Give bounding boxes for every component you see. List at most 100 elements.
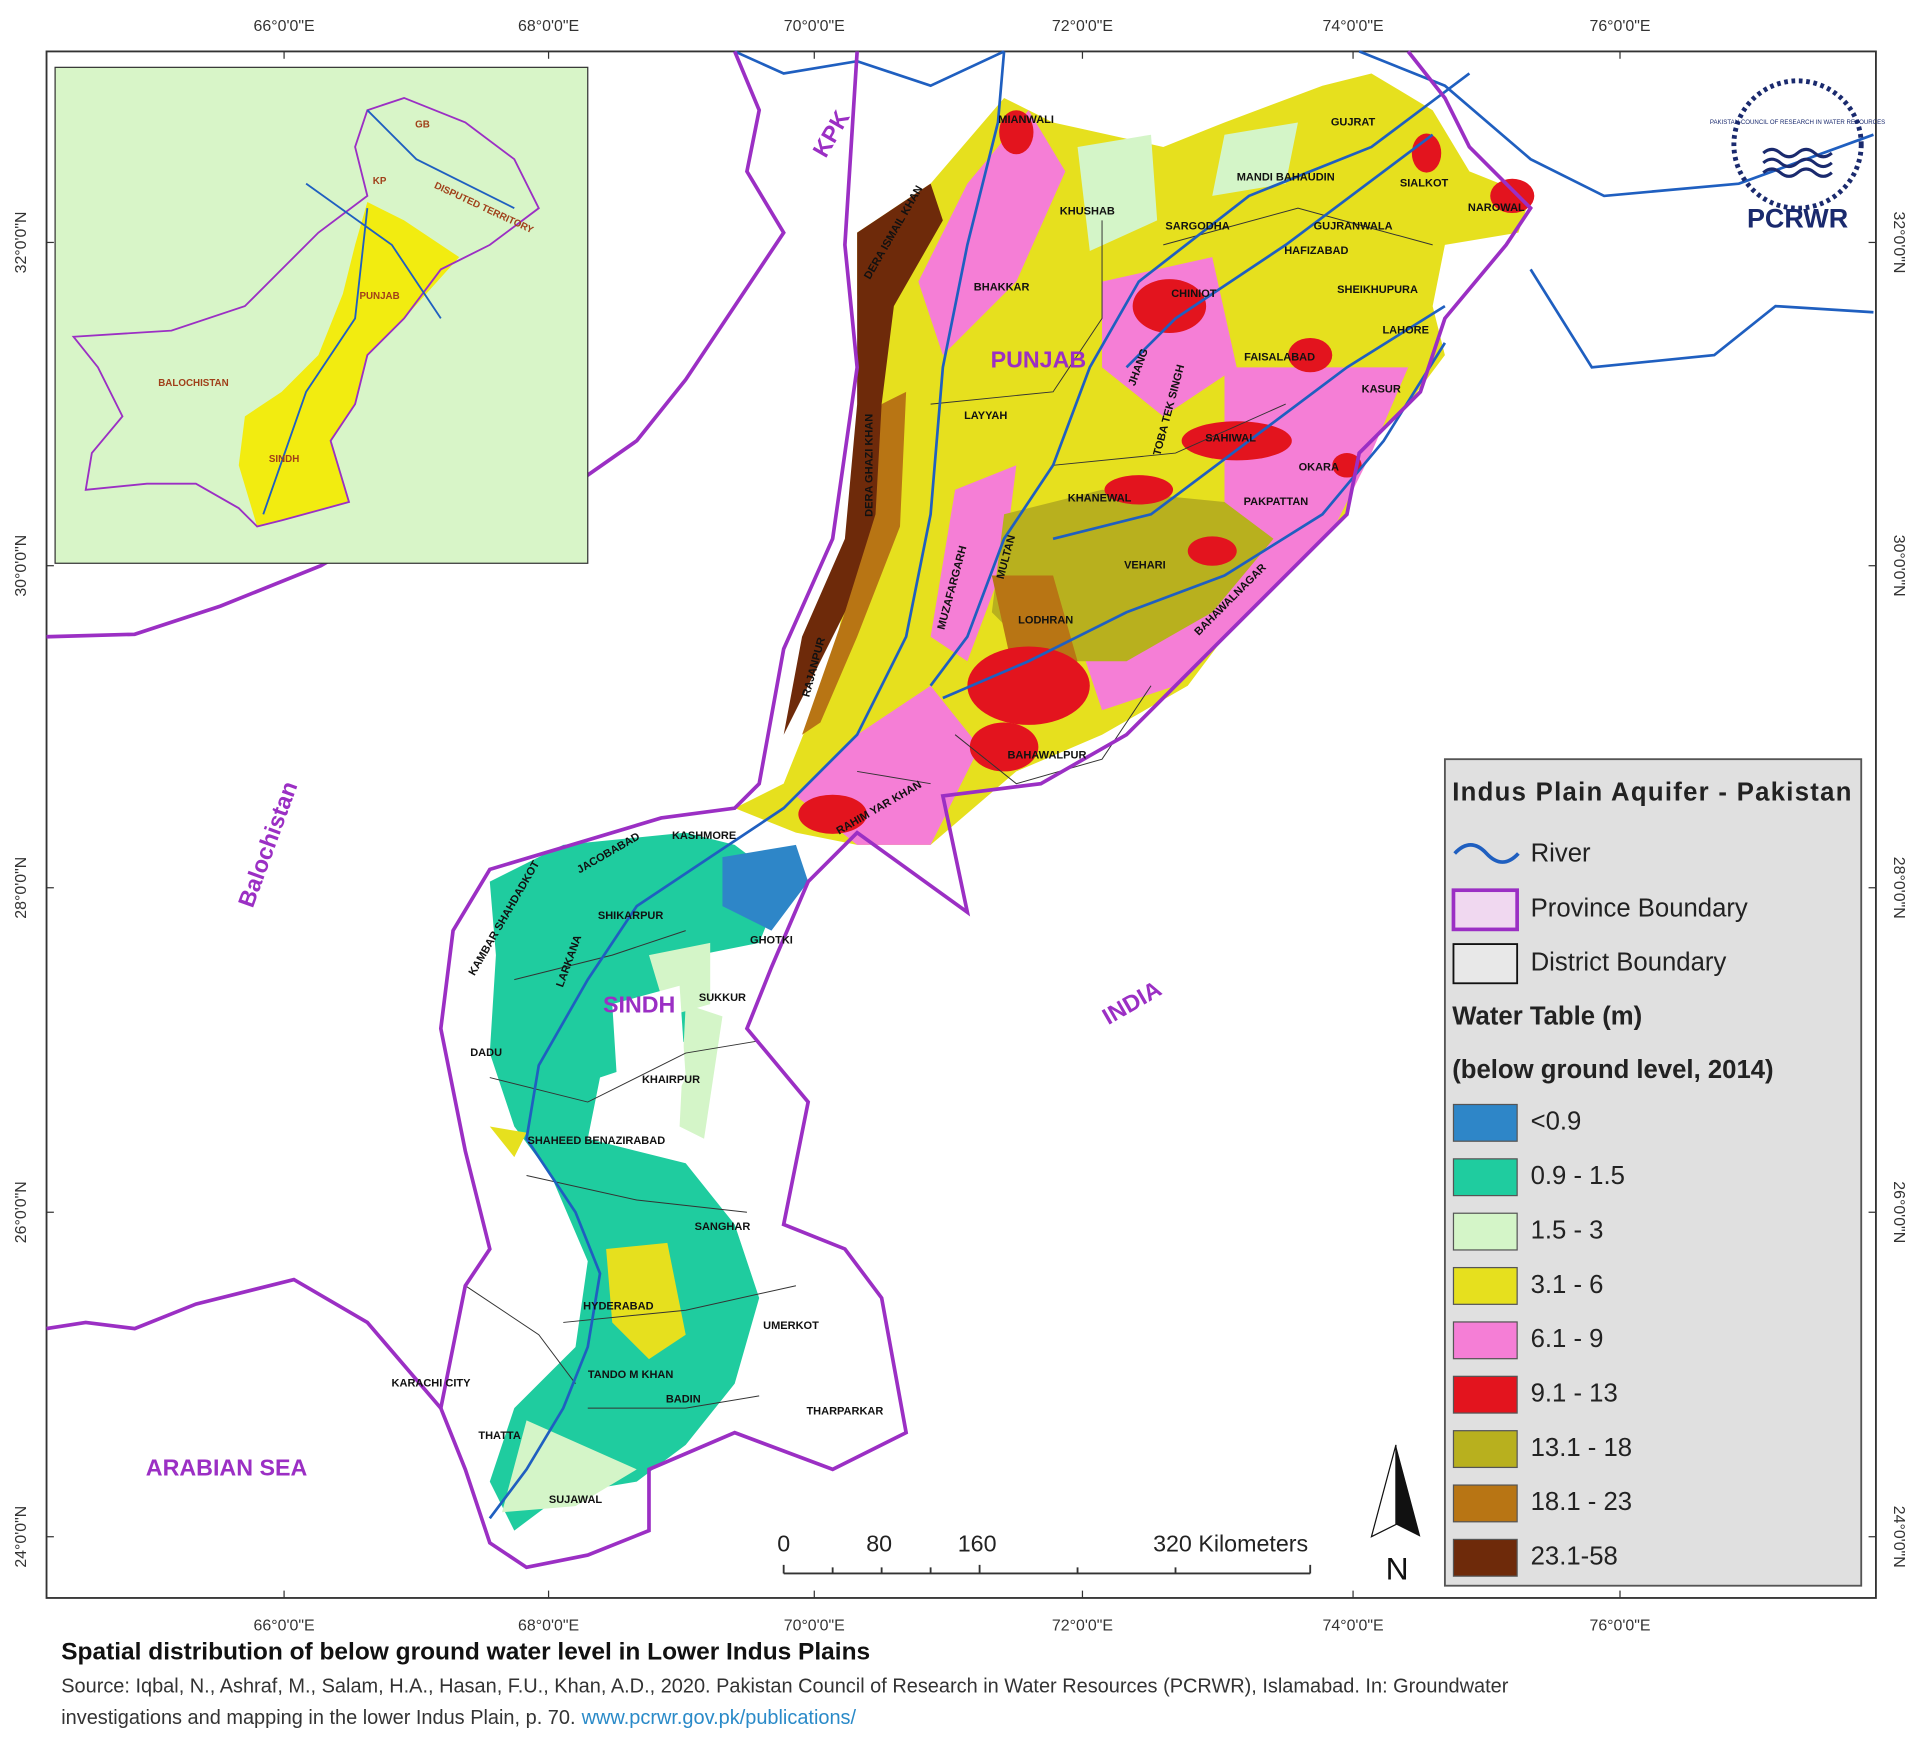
legend-label: <0.9 [1531, 1108, 1582, 1136]
scale-bar [782, 1564, 1312, 1575]
legend-swatch [1452, 1158, 1518, 1197]
district-label: UMERKOT [763, 1320, 819, 1332]
district-label: KASUR [1362, 383, 1401, 395]
longitude-label: 72°0'0"E [1052, 18, 1113, 35]
district-label: SAHIWAL [1205, 432, 1256, 444]
legend-label: 1.5 - 3 [1531, 1216, 1604, 1244]
latitude-label: 28°0'0"N [13, 857, 30, 919]
legend-label: 0.9 - 1.5 [1531, 1162, 1625, 1190]
scale-label: 80 [866, 1530, 892, 1556]
legend-swatch [1452, 1484, 1518, 1523]
district-label: CHINIOT [1171, 288, 1217, 300]
legend-province: Province Boundary [1531, 895, 1748, 923]
district-label: THATTA [478, 1430, 520, 1442]
district-label: GHOTKI [750, 934, 793, 946]
district-label: THARPARKAR [806, 1406, 883, 1418]
longitude-label: 76°0'0"E [1589, 18, 1650, 35]
longitude-label: 74°0'0"E [1323, 18, 1384, 35]
latitude-label: 26°0'0"N [13, 1181, 30, 1243]
district-label: KHAIRPUR [642, 1074, 700, 1086]
water-table-zones [489, 73, 1535, 1531]
district-label: BHAKKAR [974, 282, 1030, 294]
district-label: KHUSHAB [1060, 206, 1115, 218]
district-label: LODHRAN [1018, 615, 1073, 627]
province-boundaries [46, 50, 1533, 1570]
longitude-label: 68°0'0"E [518, 18, 579, 35]
logo: PAKISTAN COUNCIL OF RESEARCH IN WATER RE… [1710, 78, 1885, 234]
legend-title: Indus Plain Aquifer - Pakistan [1452, 778, 1851, 806]
inset-map [54, 66, 589, 564]
legend-river: River [1531, 839, 1591, 867]
region-label: ARABIAN SEA [146, 1455, 308, 1481]
longitude-label: 72°0'0"E [1052, 1617, 1113, 1634]
district-label: HYDERABAD [583, 1300, 653, 1312]
district-label: NAROWAL [1468, 202, 1525, 214]
district-label: DADU [470, 1047, 502, 1059]
longitude-label: 68°0'0"E [518, 1617, 579, 1634]
inset-label: GB [415, 119, 430, 130]
north-arrow: N [1370, 1444, 1421, 1586]
legend-label: 23.1-58 [1531, 1543, 1618, 1571]
logo-subtext: PAKISTAN COUNCIL OF RESEARCH IN WATER RE… [1710, 119, 1885, 126]
district-label: TANDO M KHAN [588, 1369, 674, 1381]
latitude-label: 32°0'0"N [1890, 211, 1907, 273]
district-label: KARACHI CITY [392, 1378, 472, 1390]
longitude-label: 66°0'0"E [254, 18, 315, 35]
inset-label: KP [373, 176, 387, 187]
district-label: BADIN [666, 1393, 701, 1405]
caption-link[interactable]: www.pcrwr.gov.pk/publications/ [581, 1707, 857, 1729]
scale-label: 160 [958, 1530, 997, 1556]
district-label: MANDI BAHAUDIN [1237, 171, 1335, 183]
latitude-label: 30°0'0"N [1890, 535, 1907, 597]
longitude-label: 70°0'0"E [784, 1617, 845, 1634]
district-label: LAHORE [1382, 325, 1429, 337]
longitude-label: 70°0'0"E [784, 18, 845, 35]
legend-label: 9.1 - 13 [1531, 1379, 1618, 1407]
legend-label: 3.1 - 6 [1531, 1271, 1604, 1299]
district-label: VEHARI [1124, 560, 1166, 572]
district-label: GUJRANWALA [1314, 220, 1393, 232]
district-label: KASHMORE [672, 830, 736, 842]
legend-swatch [1452, 1266, 1518, 1305]
inset-label: SINDH [269, 454, 299, 465]
legend-subheading: (below ground level, 2014) [1452, 1056, 1773, 1084]
latitude-label: 32°0'0"N [13, 211, 30, 273]
caption-source-text: investigations and mapping in the lower … [61, 1707, 575, 1729]
scale-label: 320 Kilometers [1153, 1530, 1308, 1556]
legend-heading: Water Table (m) [1452, 1002, 1642, 1030]
inset-label: BALOCHISTAN [158, 378, 228, 389]
district-label: SANGHAR [695, 1221, 751, 1233]
north-label: N [1386, 1550, 1409, 1586]
district-label: SUJAWAL [549, 1494, 603, 1506]
legend: Indus Plain Aquifer - Pakistan River Pro… [1443, 758, 1863, 1587]
latitude-label: 24°0'0"N [13, 1506, 30, 1568]
district-label: SUKKUR [699, 992, 746, 1004]
district-label: SHAHEED BENAZIRABAD [527, 1135, 665, 1147]
district-label: GUJRAT [1331, 116, 1376, 128]
latitude-label: 26°0'0"N [1890, 1181, 1907, 1243]
district-label: PAKPATTAN [1244, 496, 1309, 508]
logo-text: PCRWR [1747, 204, 1848, 234]
longitude-label: 74°0'0"E [1323, 1617, 1384, 1634]
caption-title: Spatial distribution of below ground wat… [61, 1639, 870, 1666]
caption-source: Source: Iqbal, N., Ashraf, M., Salam, H.… [61, 1676, 1509, 1698]
district-label: SIALKOT [1400, 178, 1449, 190]
district-label: BAHAWALPUR [1007, 749, 1086, 761]
legend-swatch [1452, 1103, 1518, 1142]
district-label: OKARA [1299, 462, 1339, 474]
region-label: SINDH [603, 992, 675, 1018]
legend-district: District Boundary [1531, 948, 1727, 976]
legend-swatch [1452, 1538, 1518, 1577]
scale-label: 0 [777, 1530, 790, 1556]
inset-label: PUNJAB [359, 291, 399, 302]
legend-swatch [1452, 1321, 1518, 1360]
district-label: SHIKARPUR [598, 910, 664, 922]
region-label: PUNJAB [991, 346, 1087, 372]
district-label: KHANEWAL [1068, 492, 1132, 504]
latitude-label: 30°0'0"N [13, 535, 30, 597]
latitude-label: 28°0'0"N [1890, 857, 1907, 919]
district-label: MIANWALI [998, 114, 1054, 126]
district-label: DERA GHAZI KHAN [863, 414, 875, 517]
